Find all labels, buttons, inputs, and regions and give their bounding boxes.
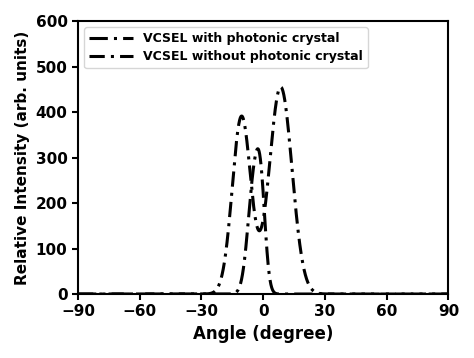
Line: VCSEL with photonic crystal: VCSEL with photonic crystal (78, 149, 448, 294)
VCSEL without photonic crystal (75, 292, 81, 296)
VCSEL without photonic crystal (97, 292, 103, 296)
X-axis label: Angle (degree): Angle (degree) (193, 325, 333, 343)
VCSEL without photonic crystal (426, 292, 432, 296)
VCSEL with photonic crystal (97, 292, 103, 296)
VCSEL with photonic crystal (91, 292, 96, 296)
VCSEL without photonic crystal (278, 85, 283, 89)
VCSEL with photonic crystal (75, 292, 81, 296)
VCSEL with photonic crystal (446, 292, 451, 296)
VCSEL with photonic crystal (256, 149, 262, 154)
VCSEL without photonic crystal (91, 292, 96, 296)
VCSEL without photonic crystal (148, 292, 154, 296)
VCSEL without photonic crystal (446, 292, 451, 296)
VCSEL with photonic crystal (77, 292, 82, 296)
VCSEL with photonic crystal (255, 147, 261, 151)
Line: VCSEL without photonic crystal: VCSEL without photonic crystal (78, 87, 448, 294)
Y-axis label: Relative Intensity (arb. units): Relative Intensity (arb. units) (15, 30, 30, 285)
VCSEL with photonic crystal (426, 292, 432, 296)
Legend: VCSEL with photonic crystal, VCSEL without photonic crystal: VCSEL with photonic crystal, VCSEL witho… (84, 27, 368, 68)
VCSEL without photonic crystal (77, 292, 82, 296)
VCSEL without photonic crystal (256, 229, 262, 233)
VCSEL with photonic crystal (148, 292, 154, 296)
